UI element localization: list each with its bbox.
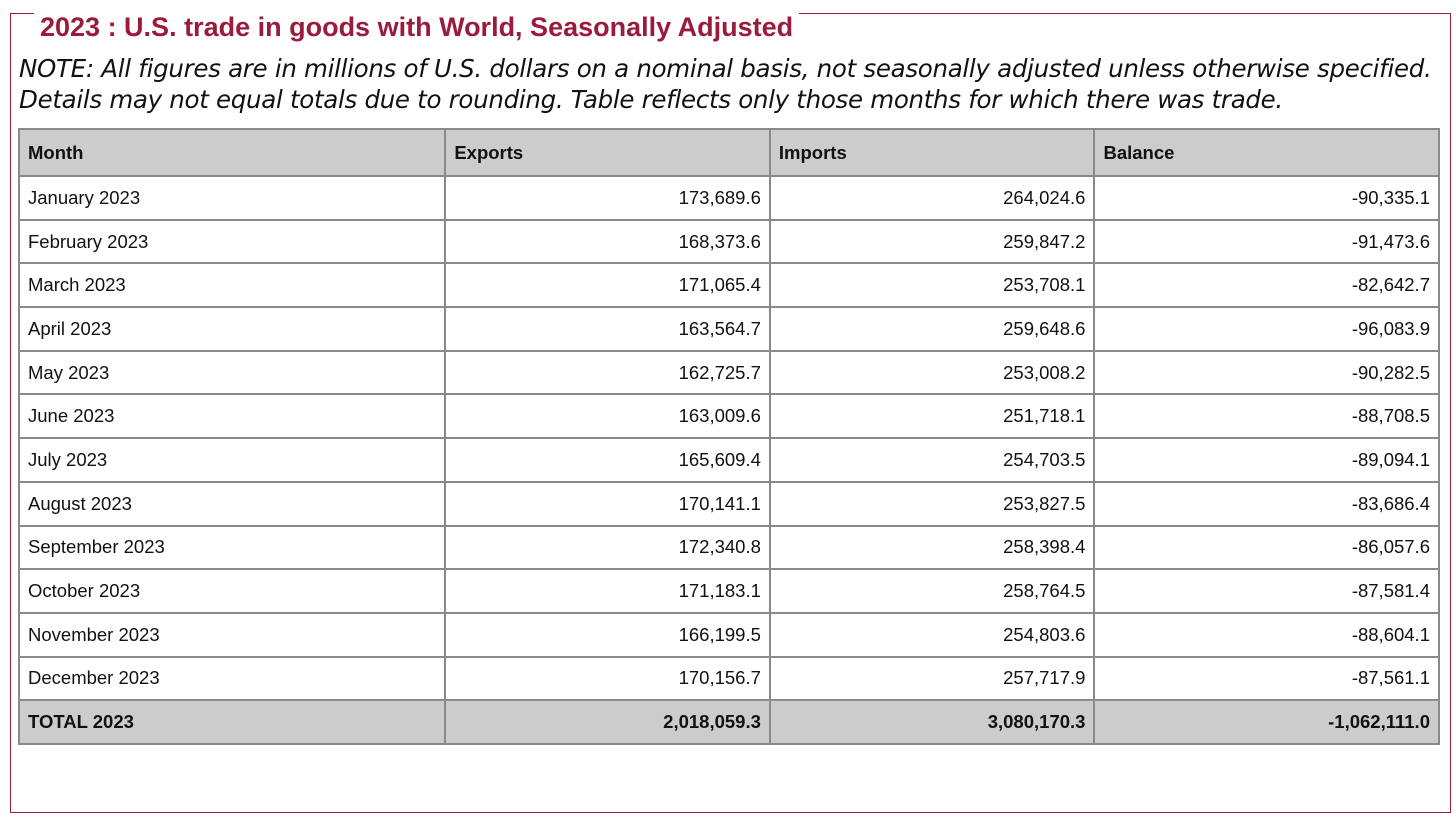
cell-balance: -86,057.6: [1093, 524, 1440, 571]
cell-exports: 162,725.7: [444, 349, 771, 396]
table-row: March 2023 171,065.4 253,708.1 -82,642.7: [17, 262, 1440, 309]
table-row: October 2023 171,183.1 258,764.5 -87,581.4: [17, 568, 1440, 614]
table-row: September 2023 172,340.8 258,398.4 -86,057.…: [17, 524, 1440, 571]
cell-month: February 2023: [17, 218, 447, 265]
table-total-row: TOTAL 2023 2,018,059.3 3,080,170.3 -1,062,1…: [17, 699, 1440, 745]
table-header-row: Month Exports Imports Balance: [17, 128, 1440, 177]
cell-imports: 257,717.9: [768, 655, 1096, 702]
cell-exports: 171,065.4: [444, 262, 771, 309]
table-row: May 2023 162,725.7 253,008.2 -90,282.5: [17, 349, 1440, 396]
cell-imports: 259,648.6: [768, 306, 1096, 352]
cell-month: November 2023: [17, 611, 447, 658]
cell-balance: -91,473.6: [1093, 218, 1440, 265]
column-header-month: Month: [17, 128, 447, 177]
column-header-exports: Exports: [444, 128, 771, 177]
cell-month: April 2023: [17, 306, 447, 352]
cell-imports: 253,008.2: [768, 349, 1096, 396]
cell-balance: -89,094.1: [1093, 437, 1440, 483]
cell-imports: 258,764.5: [768, 568, 1096, 614]
cell-month: August 2023: [17, 480, 447, 527]
cell-balance: -88,708.5: [1093, 393, 1440, 440]
cell-imports: 264,024.6: [768, 175, 1096, 221]
cell-balance: -82,642.7: [1093, 262, 1440, 309]
cell-month: September 2023: [17, 524, 447, 571]
table-row: December 2023 170,156.7 257,717.9 -87,561.1: [17, 655, 1440, 702]
cell-month: July 2023: [17, 437, 447, 483]
cell-balance: -87,581.4: [1093, 568, 1440, 614]
note-text: NOTE: All figures are in millions of U.S…: [19, 54, 1432, 114]
cell-balance: -90,282.5: [1093, 349, 1440, 396]
cell-balance: -87,561.1: [1093, 655, 1440, 702]
cell-balance: -88,604.1: [1093, 611, 1440, 658]
table-row: February 2023 168,373.6 259,847.2 -91,473.6: [17, 218, 1440, 265]
cell-imports: 254,803.6: [768, 611, 1096, 658]
cell-month: TOTAL 2023: [17, 699, 447, 745]
cell-exports: 166,199.5: [444, 611, 771, 658]
cell-balance: -90,335.1: [1093, 175, 1440, 221]
cell-exports: 2,018,059.3: [444, 699, 771, 745]
table-row: July 2023 165,609.4 254,703.5 -89,094.1: [17, 437, 1440, 483]
trade-table: Month Exports Imports Balance January 20…: [17, 128, 1440, 745]
page-title: 2023 : U.S. trade in goods with World, S…: [34, 12, 800, 42]
cell-exports: 171,183.1: [444, 568, 771, 614]
cell-month: October 2023: [17, 568, 447, 614]
cell-exports: 163,009.6: [444, 393, 771, 440]
cell-balance: -96,083.9: [1093, 306, 1440, 352]
cell-exports: 170,141.1: [444, 480, 771, 527]
cell-exports: 172,340.8: [444, 524, 771, 571]
cell-exports: 173,689.6: [444, 175, 771, 221]
table-row: April 2023 163,564.7 259,648.6 -96,083.9: [17, 306, 1440, 352]
cell-imports: 258,398.4: [768, 524, 1096, 571]
cell-imports: 253,708.1: [768, 262, 1096, 309]
cell-month: May 2023: [17, 349, 447, 396]
column-header-balance: Balance: [1093, 128, 1440, 177]
column-header-imports: Imports: [768, 128, 1096, 177]
table-row: November 2023 166,199.5 254,803.6 -88,604.1: [17, 611, 1440, 658]
cell-imports: 259,847.2: [768, 218, 1096, 265]
cell-month: January 2023: [17, 175, 447, 221]
table-row: June 2023 163,009.6 251,718.1 -88,708.5: [17, 393, 1440, 440]
cell-imports: 254,703.5: [768, 437, 1096, 483]
table-row: January 2023 173,689.6 264,024.6 -90,335.1: [17, 175, 1440, 221]
cell-month: June 2023: [17, 393, 447, 440]
cell-balance: -1,062,111.0: [1093, 699, 1440, 745]
cell-exports: 170,156.7: [444, 655, 771, 702]
cell-imports: 253,827.5: [768, 480, 1096, 527]
cell-month: December 2023: [17, 655, 447, 702]
cell-exports: 165,609.4: [444, 437, 771, 483]
cell-exports: 168,373.6: [444, 218, 771, 265]
table-row: August 2023 170,141.1 253,827.5 -83,686.4: [17, 480, 1440, 527]
trade-table-fieldset: 2023 : U.S. trade in goods with World, S…: [10, 12, 1451, 813]
cell-imports: 251,718.1: [768, 393, 1096, 440]
cell-balance: -83,686.4: [1093, 480, 1440, 527]
cell-imports: 3,080,170.3: [768, 699, 1096, 745]
cell-month: March 2023: [17, 262, 447, 309]
cell-exports: 163,564.7: [444, 306, 771, 352]
